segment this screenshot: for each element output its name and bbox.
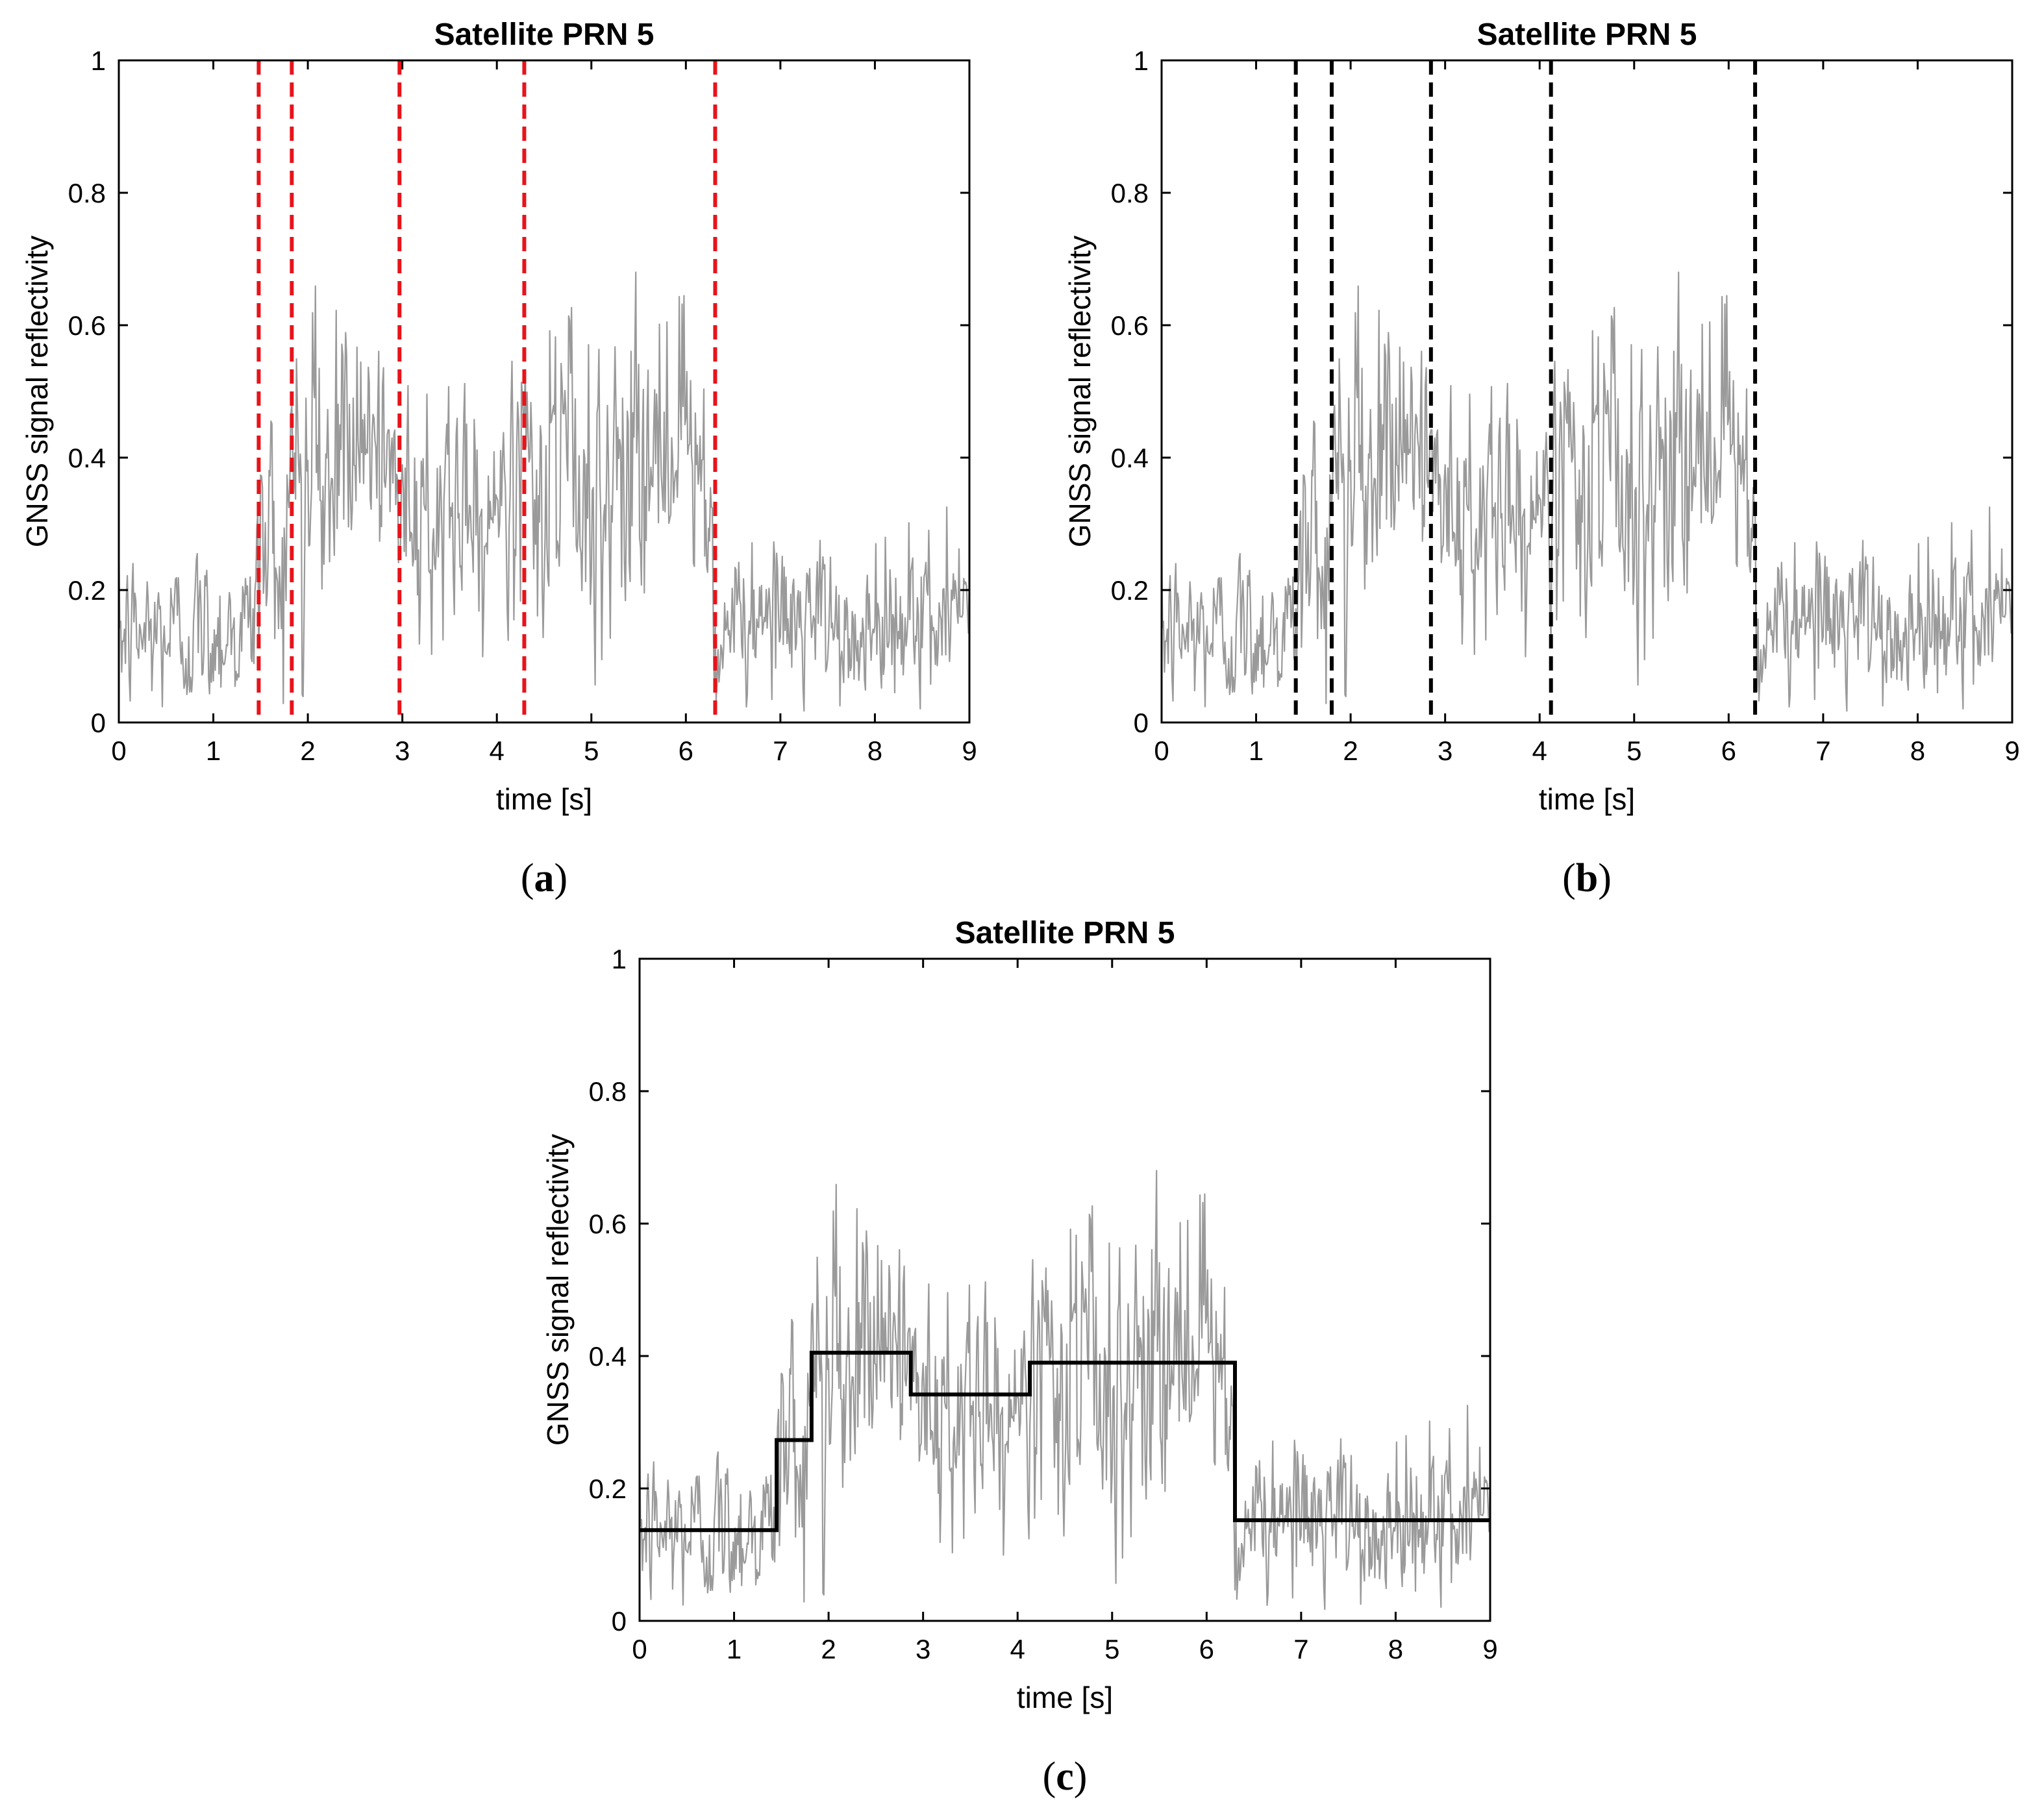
panel-c: 0 1 2 3 4 5 6 7 8 9 0 0.2 0.4 0.6 0.8 1 Satellite PRN … [541,916,1498,1799]
x-axis-label: time [s] [1017,1681,1113,1714]
x-tick-label: 8 [867,735,882,766]
signal-line [638,1170,1491,1610]
series-layer [118,60,971,722]
y-tick-label: 0 [612,1606,627,1636]
x-tick-label: 9 [962,735,977,766]
chart-title: Satellite PRN 5 [955,916,1175,950]
y-tick-label: 0.2 [589,1474,627,1504]
x-tick-label: 6 [1721,735,1736,766]
y-tick-label: 0.6 [589,1209,627,1239]
x-tick-label: 5 [584,735,599,766]
y-tick-labels: 0 0.2 0.4 0.6 0.8 1 [68,45,106,738]
chart-title: Satellite PRN 5 [434,18,654,52]
x-tick-label: 2 [300,735,315,766]
y-tick-label: 0.8 [589,1076,627,1107]
y-tick-label: 0.8 [68,178,106,208]
y-tick-label: 0.6 [68,310,106,341]
y-axis-label: GNSS signal reflectivity [541,1134,575,1446]
y-tick-label: 0.4 [68,443,106,473]
x-tick-label: 0 [632,1634,647,1664]
y-axis-label: GNSS signal reflectivity [20,236,54,548]
x-tick-labels: 0 1 2 3 4 5 6 7 8 9 [111,735,977,766]
x-tick-label: 7 [1815,735,1830,766]
y-tick-label: 0.8 [1111,178,1149,208]
x-tick-label: 8 [1910,735,1925,766]
panel-caption: (b) [1562,856,1612,900]
series-layer [1160,60,2013,722]
step-fit-line [640,1350,1490,1533]
y-tick-label: 0.2 [1111,575,1149,606]
x-tick-label: 0 [111,735,126,766]
signal-line [1160,271,2013,712]
x-tick-labels: 0 1 2 3 4 5 6 7 8 9 [632,1634,1497,1664]
x-tick-label: 4 [490,735,505,766]
x-tick-label: 8 [1388,1634,1403,1664]
y-tick-label: 1 [91,45,106,76]
panel-caption: (c) [1043,1755,1088,1799]
y-axis-label: GNSS signal reflectivity [1063,236,1097,548]
x-tick-label: 1 [727,1634,742,1664]
x-tick-label: 6 [1199,1634,1214,1664]
chart-title: Satellite PRN 5 [1477,18,1697,52]
caption-letter: a [534,856,555,900]
y-tick-label: 0 [91,708,106,738]
y-tick-label: 1 [612,944,627,974]
x-tick-label: 9 [2004,735,2019,766]
plot-background [119,60,969,722]
series-layer [638,1170,1491,1610]
y-tick-label: 0 [1134,708,1149,738]
caption-letter: b [1576,856,1598,900]
x-tick-label: 7 [773,735,788,766]
x-tick-label: 1 [206,735,221,766]
x-tick-label: 5 [1626,735,1641,766]
x-tick-label: 0 [1154,735,1169,766]
x-tick-label: 3 [395,735,410,766]
x-tick-label: 9 [1482,1634,1497,1664]
panel-a: 0 1 2 3 4 5 6 7 8 9 0 0.2 0.4 0.6 0.8 1 Satellite PRN … [20,18,977,900]
x-tick-label: 2 [1343,735,1358,766]
x-tick-label: 2 [821,1634,836,1664]
x-axis-label: time [s] [496,782,592,816]
x-tick-label: 5 [1104,1634,1119,1664]
plot-background [1162,60,2012,722]
y-tick-label: 0.2 [68,575,106,606]
y-tick-labels: 0 0.2 0.4 0.6 0.8 1 [589,944,627,1636]
x-tick-label: 4 [1010,1634,1025,1664]
signal-line [118,271,971,712]
y-tick-label: 0.4 [1111,443,1149,473]
panel-b: 0 1 2 3 4 5 6 7 8 9 0 0.2 0.4 0.6 0.8 1 Satellite PRN … [1063,18,2020,900]
axes-box [638,957,1491,1622]
caption-letter: c [1056,1755,1074,1799]
axes-box [118,59,971,724]
x-tick-labels: 0 1 2 3 4 5 6 7 8 9 [1154,735,2019,766]
y-tick-label: 0.6 [1111,310,1149,341]
x-axis-label: time [s] [1539,782,1635,816]
y-tick-label: 0.4 [589,1341,627,1372]
x-tick-label: 3 [916,1634,930,1664]
x-tick-label: 6 [679,735,693,766]
x-tick-label: 3 [1438,735,1452,766]
panel-caption: (a) [521,856,567,900]
y-tick-labels: 0 0.2 0.4 0.6 0.8 1 [1111,45,1149,738]
x-tick-label: 7 [1293,1634,1308,1664]
x-tick-label: 1 [1249,735,1264,766]
y-tick-label: 1 [1134,45,1149,76]
axes-box [1160,59,2013,724]
x-tick-label: 4 [1532,735,1547,766]
